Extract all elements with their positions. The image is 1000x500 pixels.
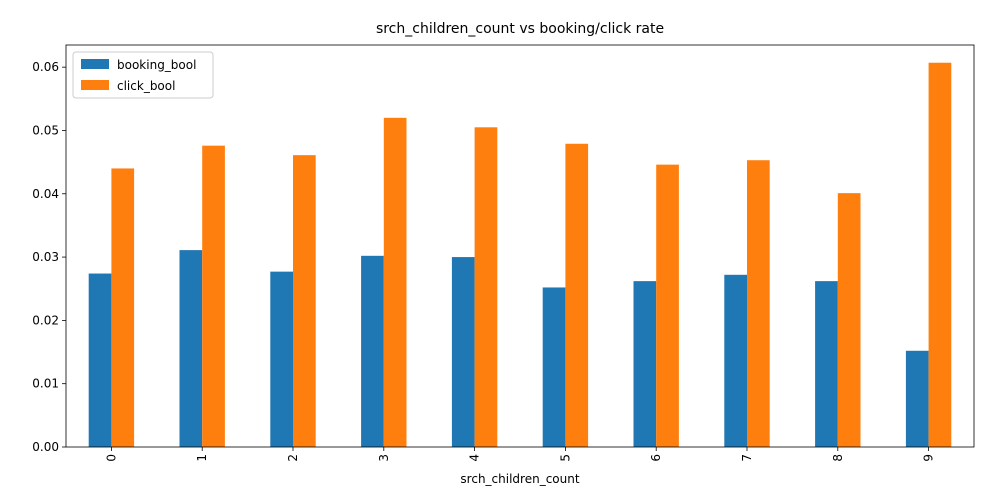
y-tick-label: 0.04: [32, 187, 59, 201]
bar-booking-bool-2: [270, 271, 293, 447]
bar-click-bool-9: [928, 62, 952, 447]
bar-click-bool-8: [837, 193, 861, 447]
bar-booking-bool-1: [179, 250, 203, 447]
bars-group: [88, 62, 952, 448]
x-tick-label: 7: [740, 454, 754, 462]
y-tick-label: 0.02: [32, 313, 59, 327]
bar-booking-bool-4: [451, 257, 475, 447]
x-tick-label: 4: [468, 454, 482, 462]
x-axis-label: srch_children_count: [460, 472, 579, 486]
bar-booking-bool-0: [88, 273, 112, 447]
bar-click-bool-2: [293, 155, 316, 447]
bar-booking-bool-9: [905, 350, 929, 447]
bar-click-bool-3: [383, 117, 407, 447]
legend-swatch-click-bool: [81, 80, 109, 90]
x-axis: 0 1 2 3 4 5 6 7 8 9: [104, 447, 936, 462]
y-tick-label: 0.03: [32, 250, 59, 264]
x-tick-label: 9: [922, 454, 936, 462]
x-tick-label: 1: [195, 454, 209, 462]
y-tick-label: 0.06: [32, 60, 59, 74]
bar-click-bool-6: [656, 164, 679, 447]
bar-click-bool-5: [565, 143, 589, 448]
bar-booking-bool-8: [815, 281, 838, 447]
x-tick-label: 0: [104, 454, 118, 462]
x-tick-label: 6: [649, 454, 663, 462]
bar-click-bool-1: [202, 145, 225, 447]
y-tick-label: 0.05: [32, 123, 59, 137]
legend-label-booking-bool: booking_bool: [117, 58, 196, 72]
bar-booking-bool-6: [633, 281, 657, 447]
bar-click-bool-0: [111, 168, 135, 447]
y-tick-label: 0.01: [32, 377, 59, 391]
legend-label-click-bool: click_bool: [117, 79, 175, 93]
legend: booking_bool click_bool: [72, 51, 214, 99]
y-axis: 0.00 0.01 0.02 0.03 0.04 0.05 0.06: [32, 60, 66, 454]
bar-click-bool-4: [474, 127, 498, 448]
x-tick-label: 5: [558, 454, 572, 462]
plot-frame: [65, 44, 975, 448]
x-tick-label: 2: [286, 454, 300, 462]
x-tick-label: 8: [831, 454, 845, 462]
bar-booking-bool-3: [361, 255, 384, 447]
bar-click-bool-7: [747, 160, 770, 447]
x-tick-label: 3: [377, 454, 391, 462]
chart-title: srch_children_count vs booking/click rat…: [376, 21, 664, 37]
y-tick-label: 0.00: [32, 440, 59, 454]
legend-swatch-booking-bool: [81, 59, 109, 69]
bar-booking-bool-7: [724, 274, 747, 447]
bar-booking-bool-5: [542, 287, 566, 447]
